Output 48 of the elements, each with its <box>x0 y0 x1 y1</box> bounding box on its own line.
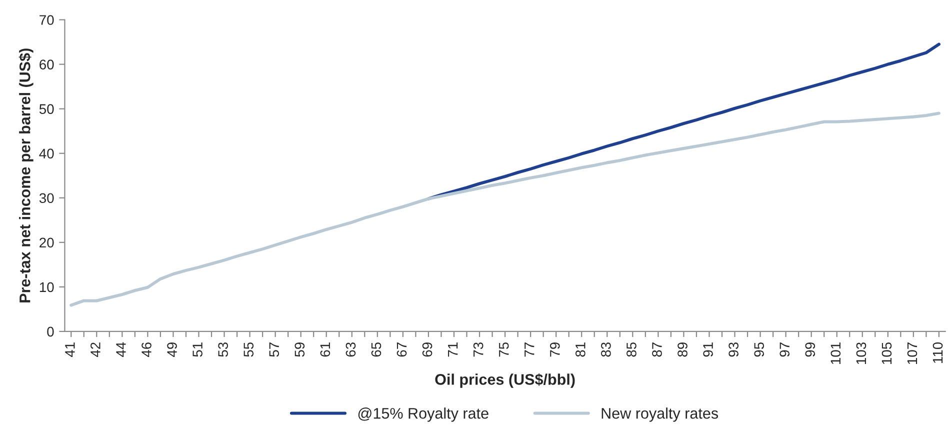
x-tick-label: 87 <box>652 342 662 357</box>
x-tick-label: 69 <box>422 342 432 357</box>
x-tick-label: 99 <box>805 342 816 357</box>
x-tick-label: 93 <box>728 342 738 357</box>
y-axis-title: Pre-tax net income per barrel (US$) <box>18 48 34 302</box>
x-tick-label: 53 <box>218 342 228 357</box>
x-tick-label: 51 <box>192 342 202 357</box>
x-tick-label: 103 <box>856 342 866 364</box>
line-series <box>70 112 940 307</box>
y-tick-label: 10 <box>40 282 54 292</box>
x-tick-label: 85 <box>626 342 636 357</box>
y-tick-label: 30 <box>39 193 54 204</box>
legend-label: New royalty rates <box>602 408 718 422</box>
x-tick-label: 67 <box>396 342 407 357</box>
x-tick-label: 95 <box>754 342 764 357</box>
x-tick-label: 89 <box>678 342 688 357</box>
y-tick-label: 60 <box>40 60 54 70</box>
x-tick-label: 41 <box>65 342 75 357</box>
x-tick-label: 91 <box>703 342 713 357</box>
x-tick-label: 59 <box>294 342 305 357</box>
x-tick-label: 49 <box>167 342 177 357</box>
y-tick-label: 0 <box>47 326 54 337</box>
x-tick-label: 73 <box>473 342 484 357</box>
y-tick-label: 50 <box>39 104 54 114</box>
legend-label: @15% Royalty rate <box>358 408 488 422</box>
x-tick-label: 65 <box>371 342 382 357</box>
x-tick-label: 63 <box>346 342 356 357</box>
x-tick-label: 77 <box>524 342 534 357</box>
x-tick-label: 83 <box>601 342 611 357</box>
x-tick-label: 61 <box>320 342 330 357</box>
x-tick-label: 55 <box>244 342 254 357</box>
x-tick-label: 46 <box>142 342 152 357</box>
x-axis-title: Oil prices (US$/bbl) <box>435 373 575 388</box>
x-tick-label: 97 <box>780 342 790 357</box>
x-tick-label: 79 <box>550 342 560 357</box>
x-tick-label: 81 <box>576 342 586 357</box>
x-tick-label: 107 <box>907 342 918 364</box>
x-tick-label: 75 <box>499 342 509 357</box>
y-tick-label: 70 <box>40 15 54 25</box>
y-tick-label: 20 <box>40 238 54 248</box>
x-tick-label: 57 <box>269 342 280 357</box>
x-tick-label: 110 <box>932 342 943 363</box>
x-tick-label: 44 <box>116 342 126 357</box>
y-tick-label: 40 <box>39 148 54 159</box>
x-tick-label: 42 <box>90 342 100 357</box>
x-tick-label: 101 <box>830 342 841 364</box>
x-tick-label: 105 <box>882 342 892 364</box>
x-tick-label: 71 <box>448 342 458 357</box>
